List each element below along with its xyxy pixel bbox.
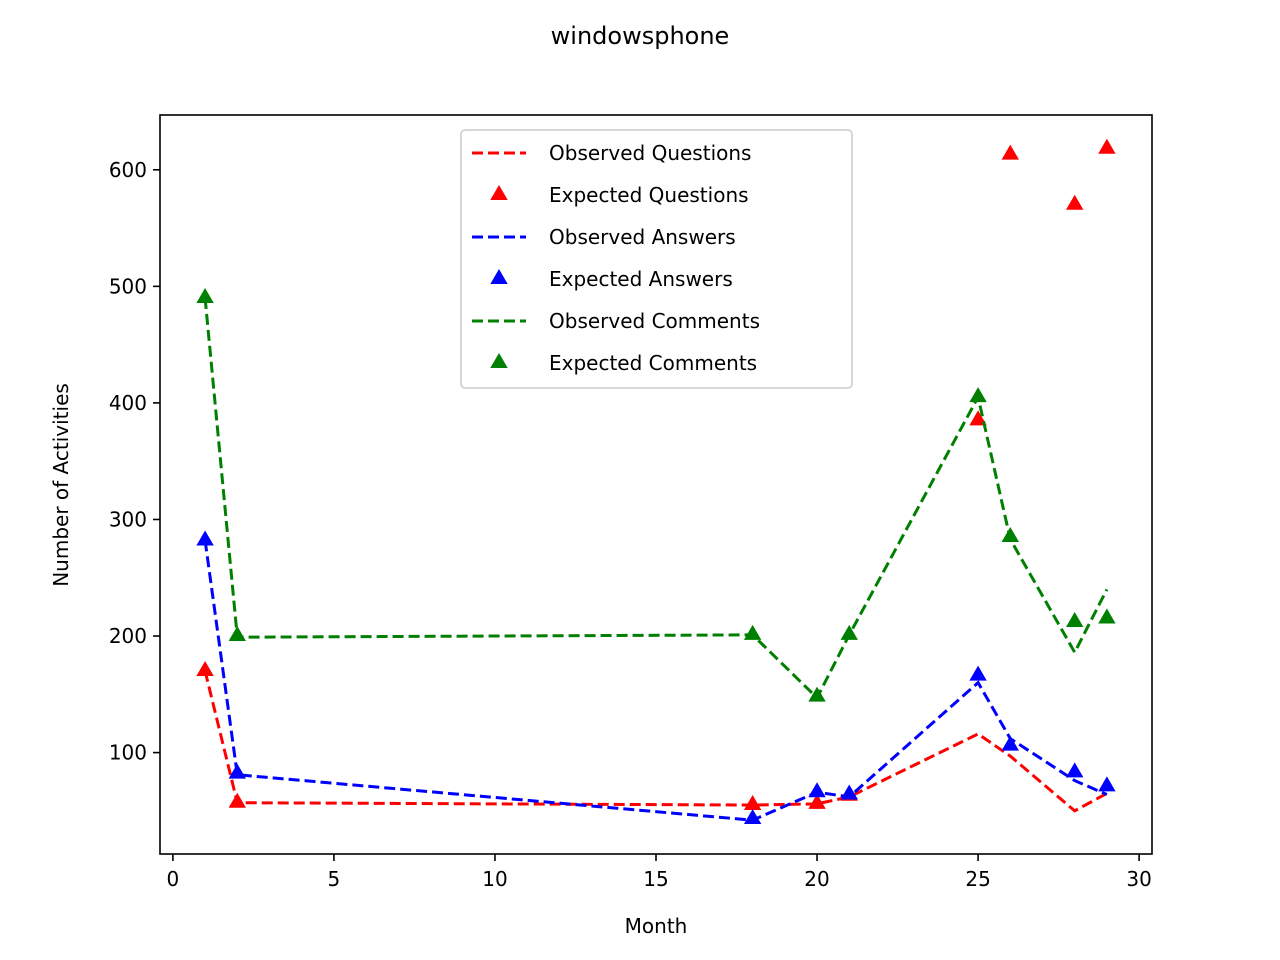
legend-entry-observed-questions: Observed Questions xyxy=(472,141,751,165)
legend-entry-expected-questions: Expected Questions xyxy=(490,183,749,207)
data-point xyxy=(969,387,987,403)
series-line xyxy=(203,670,1108,813)
data-point xyxy=(743,624,762,640)
y-tick-label: 400 xyxy=(109,391,147,415)
data-point xyxy=(1066,762,1084,778)
data-point xyxy=(743,795,762,811)
y-tick-label: 100 xyxy=(109,741,147,765)
data-point xyxy=(196,530,214,546)
legend-label: Observed Questions xyxy=(549,141,751,165)
data-point xyxy=(228,626,246,642)
legend-label: Expected Questions xyxy=(549,183,749,207)
series-expected-answers xyxy=(196,530,1116,825)
data-point xyxy=(1098,138,1116,154)
data-point xyxy=(808,686,826,702)
x-tick-label: 0 xyxy=(167,867,180,891)
x-tick-label: 10 xyxy=(482,867,507,891)
data-point xyxy=(1098,776,1116,792)
data-point xyxy=(228,792,246,808)
data-point xyxy=(1001,735,1019,751)
y-axis: 100 200 300 400 500 600 xyxy=(109,158,160,765)
x-axis: 0 5 10 15 20 25 30 xyxy=(167,854,1152,891)
x-tick-label: 30 xyxy=(1126,867,1151,891)
x-tick-label: 25 xyxy=(965,867,990,891)
data-point xyxy=(840,784,858,800)
x-tick-label: 5 xyxy=(328,867,341,891)
data-point xyxy=(840,624,858,640)
x-tick-label: 20 xyxy=(804,867,829,891)
data-point xyxy=(196,288,214,304)
data-point xyxy=(743,809,762,825)
data-point xyxy=(969,665,987,681)
legend-label: Expected Answers xyxy=(549,267,733,291)
legend-entry-expected-comments: Expected Comments xyxy=(490,351,757,375)
data-point xyxy=(228,763,246,779)
x-tick-label: 15 xyxy=(643,867,668,891)
legend-marker-swatch xyxy=(490,353,508,368)
data-point xyxy=(1001,526,1019,542)
legend-label: Expected Comments xyxy=(549,351,757,375)
plot-area xyxy=(196,138,1116,825)
data-point xyxy=(1001,144,1019,160)
legend-entry-observed-answers: Observed Answers xyxy=(472,225,736,249)
series-expected-comments xyxy=(196,288,1116,702)
y-tick-label: 200 xyxy=(109,624,147,648)
data-point xyxy=(196,660,214,676)
legend-entry-observed-comments: Observed Comments xyxy=(472,309,760,333)
data-point xyxy=(808,793,826,809)
chart-title: windowsphone xyxy=(551,22,730,50)
y-tick-label: 300 xyxy=(109,507,147,531)
legend-label: Observed Answers xyxy=(549,225,736,249)
y-tick-label: 500 xyxy=(109,274,147,298)
data-point xyxy=(1098,608,1116,624)
y-tick-label: 600 xyxy=(109,158,147,182)
data-point xyxy=(808,782,826,798)
data-point xyxy=(1066,612,1084,628)
legend-label: Observed Comments xyxy=(549,309,760,333)
legend-box xyxy=(460,129,853,389)
series-observed-questions xyxy=(203,670,1108,813)
legend-marker-swatch xyxy=(490,269,508,284)
y-axis-label: Number of Activities xyxy=(49,383,73,587)
x-axis-label: Month xyxy=(625,914,688,938)
legend-entry-expected-answers: Expected Answers xyxy=(490,267,733,291)
legend-marker-swatch xyxy=(490,185,508,200)
data-point xyxy=(1066,194,1084,210)
legend: Observed Questions Expected Questions Obse… xyxy=(460,129,853,389)
